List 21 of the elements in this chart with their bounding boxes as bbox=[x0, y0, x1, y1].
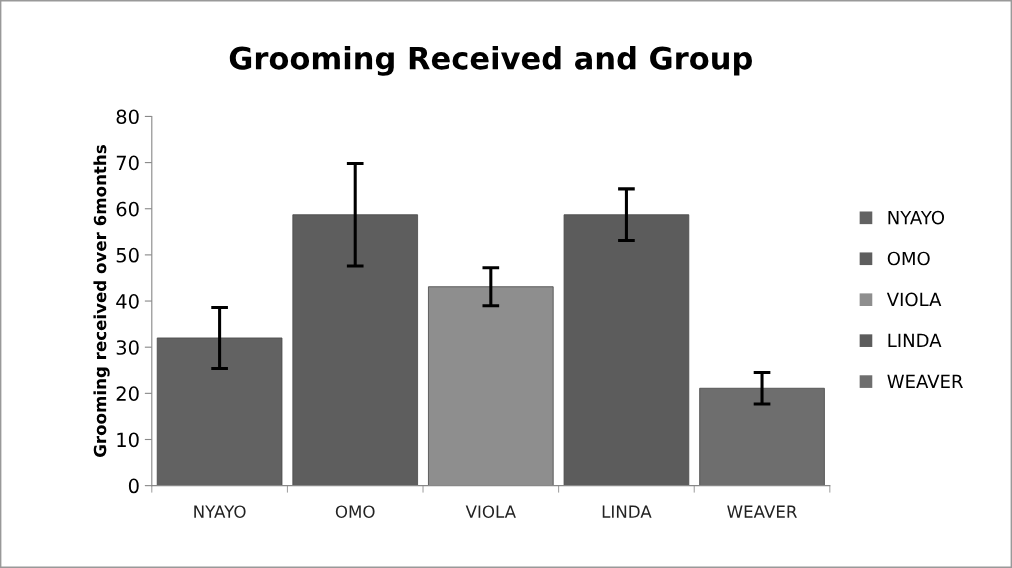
x-tick-label: WEAVER bbox=[727, 505, 797, 518]
legend-label: LINDA bbox=[888, 333, 942, 347]
legend-label: NYAYO bbox=[888, 210, 945, 225]
x-tick-label: NYAYO bbox=[194, 505, 246, 518]
legend-label: VIOLA bbox=[886, 292, 942, 307]
y-tick-label: 60 bbox=[116, 201, 139, 217]
legend-label: WEAVER bbox=[887, 374, 963, 388]
chart-title: Grooming Received and Group bbox=[229, 46, 752, 76]
y-tick-label: 30 bbox=[116, 340, 139, 355]
x-tick-label: LINDA bbox=[602, 505, 652, 518]
x-tick-label: VIOLA bbox=[465, 505, 516, 518]
y-tick-label: 80 bbox=[116, 109, 139, 125]
y-tick-label: 50 bbox=[116, 247, 139, 263]
y-tick-label: 40 bbox=[116, 294, 139, 309]
y-axis-title: Grooming received over 6months bbox=[93, 145, 110, 457]
y-tick-label: 20 bbox=[116, 386, 139, 401]
legend-label: OMO bbox=[887, 251, 930, 266]
y-tick-label: 10 bbox=[117, 432, 139, 448]
y-tick-label: 70 bbox=[116, 155, 139, 171]
y-tick-label: 0 bbox=[128, 478, 139, 494]
x-tick-label: OMO bbox=[335, 505, 375, 518]
